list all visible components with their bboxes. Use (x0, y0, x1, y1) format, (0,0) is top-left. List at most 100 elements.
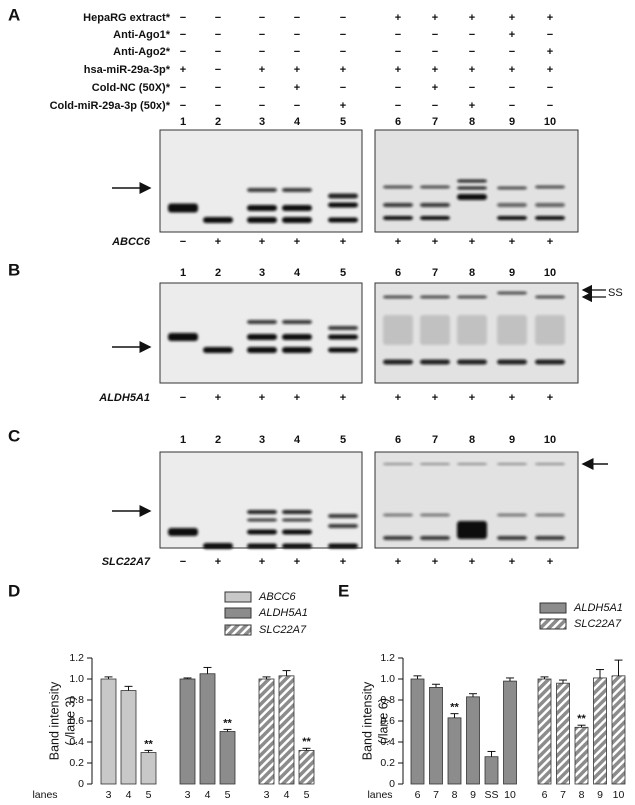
condition-mark: − (215, 100, 221, 112)
bar (199, 673, 216, 785)
gel-band (535, 295, 565, 299)
lane-number: 9 (509, 116, 515, 128)
lane-number: 10 (544, 116, 556, 128)
gel-band (383, 216, 413, 220)
significance: ** (577, 713, 586, 725)
gel-band (535, 463, 565, 465)
gene-mark: + (215, 556, 221, 568)
condition-mark: + (340, 64, 346, 76)
gene-mark: + (547, 556, 553, 568)
condition-mark: − (395, 29, 401, 41)
x-tick-label: 4 (284, 789, 290, 801)
condition-mark: − (259, 46, 265, 58)
gel-band (457, 179, 487, 183)
gel-band (420, 216, 450, 220)
gel-band (328, 514, 358, 518)
bar (278, 675, 295, 785)
gel-band (282, 518, 312, 522)
condition-mark: − (180, 29, 186, 41)
condition-mark: − (395, 46, 401, 58)
bar (447, 717, 462, 785)
gene-mark: − (180, 392, 186, 404)
bar (466, 696, 480, 785)
legend-swatch (224, 591, 252, 603)
gel-band (203, 217, 233, 223)
y-tick-label: 1.0 (380, 673, 395, 685)
condition-mark: + (547, 64, 553, 76)
gel-band (328, 347, 358, 353)
gel-band (383, 185, 413, 189)
gel-band (282, 217, 312, 223)
condition-mark: − (469, 29, 475, 41)
gene-mark: − (180, 556, 186, 568)
y-tick-label: 0.4 (380, 736, 395, 748)
gel-band (282, 543, 312, 549)
x-tick-label: 6 (542, 789, 548, 801)
gel-band (420, 513, 450, 517)
y-axis-label: Band intensity (47, 681, 61, 760)
gel-band (328, 334, 358, 340)
lane-number: 9 (509, 434, 515, 446)
bar (410, 678, 425, 785)
gel-band (497, 291, 527, 295)
condition-mark: − (509, 100, 515, 112)
gel-band (420, 185, 450, 189)
gel-band (282, 320, 312, 324)
x-tick-label: 5 (304, 789, 310, 801)
gel-band (247, 510, 277, 514)
condition-mark: − (215, 12, 221, 24)
gel-band (457, 295, 487, 299)
condition-mark: − (547, 82, 553, 94)
bar (179, 678, 196, 785)
condition-mark: − (340, 82, 346, 94)
gel-band (420, 203, 450, 207)
gene-mark: + (215, 392, 221, 404)
lane-number: 4 (294, 434, 301, 446)
y-tick-label: 0.6 (69, 715, 84, 727)
x-tick-label: 3 (185, 789, 191, 801)
gene-mark: + (294, 236, 300, 248)
y-tick-label: 1.0 (69, 673, 84, 685)
lane-number: 6 (395, 434, 401, 446)
bar (219, 731, 236, 785)
bar (503, 680, 517, 785)
gel-band (247, 320, 277, 324)
y-axis-label: ( /lane 3) (63, 696, 77, 745)
x-tick-label: 10 (504, 789, 516, 801)
lane-number: 10 (544, 434, 556, 446)
gel-band (247, 334, 277, 340)
gel-band (383, 203, 413, 207)
gel-band (535, 216, 565, 220)
gel-band (420, 536, 450, 540)
gel-band (282, 334, 312, 340)
condition-mark: − (395, 82, 401, 94)
x-tick-label: 6 (415, 789, 421, 801)
condition-mark: − (294, 100, 300, 112)
gene-mark: + (259, 392, 265, 404)
gel (374, 129, 579, 233)
condition-mark: + (395, 12, 401, 24)
condition-mark: + (340, 100, 346, 112)
gene-mark: + (340, 236, 346, 248)
gel-band (328, 326, 358, 330)
condition-mark: − (469, 82, 475, 94)
gel-band (328, 193, 358, 199)
y-tick-label: 0.4 (69, 736, 84, 748)
gene-mark: + (509, 236, 515, 248)
gel-band (328, 524, 358, 528)
legend-swatch (539, 618, 567, 630)
condition-mark: + (294, 64, 300, 76)
x-tick-label: 3 (106, 789, 112, 801)
panel-label: C (8, 426, 20, 445)
y-tick-label: 0.8 (380, 694, 395, 706)
condition-mark: + (509, 29, 515, 41)
condition-mark: + (509, 12, 515, 24)
gene-mark: + (432, 556, 438, 568)
gel-band (383, 359, 413, 365)
condition-mark: − (294, 46, 300, 58)
condition-mark: + (469, 100, 475, 112)
bar (537, 678, 552, 785)
gel-band (203, 347, 233, 353)
condition-mark: + (469, 64, 475, 76)
gene-mark: + (259, 556, 265, 568)
